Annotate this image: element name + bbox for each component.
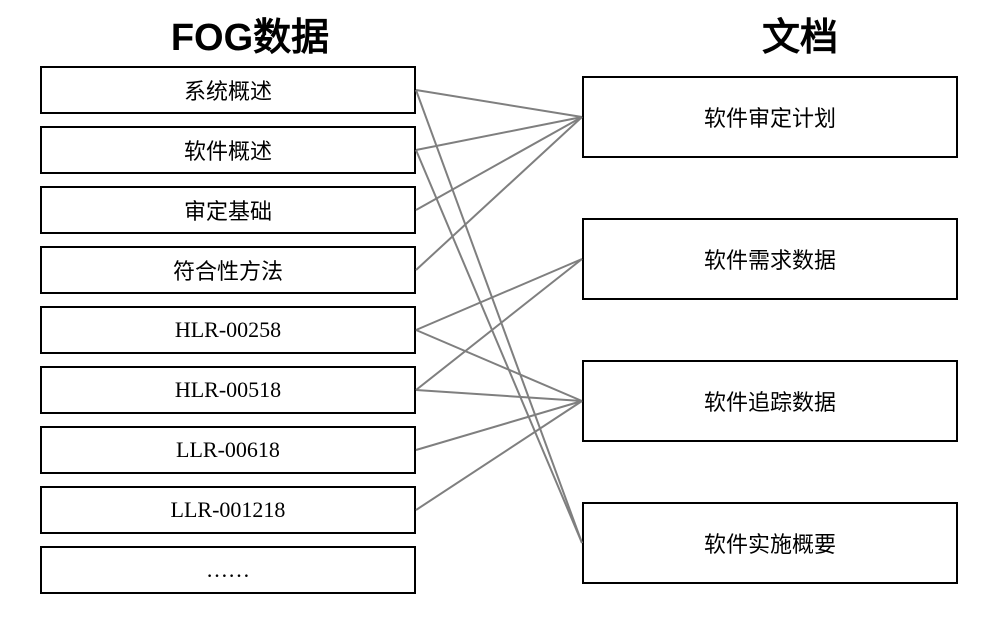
edge [416,90,582,543]
left-item-8-label: …… [206,557,250,583]
left-item-3: 符合性方法 [40,246,416,294]
right-item-3: 软件实施概要 [582,502,958,584]
left-item-6: LLR-00618 [40,426,416,474]
left-item-3-label: 符合性方法 [173,254,283,286]
right-item-2-label: 软件追踪数据 [704,385,836,417]
diagram-canvas: FOG数据 文档 系统概述 软件概述 审定基础 符合性方法 HLR-00258 … [0,0,1000,644]
edge [416,401,582,510]
left-item-7-label: LLR-001218 [171,497,286,523]
left-item-7: LLR-001218 [40,486,416,534]
left-item-2-label: 审定基础 [184,194,272,226]
left-item-4-label: HLR-00258 [175,317,281,343]
right-item-2: 软件追踪数据 [582,360,958,442]
edge [416,117,582,210]
right-item-3-label: 软件实施概要 [704,527,836,559]
right-item-1: 软件需求数据 [582,218,958,300]
edge [416,117,582,270]
left-item-0: 系统概述 [40,66,416,114]
edge [416,90,582,117]
edge [416,150,582,543]
left-item-4: HLR-00258 [40,306,416,354]
edge [416,401,582,450]
edge [416,117,582,150]
right-item-0-label: 软件审定计划 [704,101,836,133]
heading-left: FOG数据 [120,6,380,61]
edge [416,330,582,401]
left-item-6-label: LLR-00618 [176,437,280,463]
edge [416,259,582,390]
left-item-5: HLR-00518 [40,366,416,414]
left-item-8: …… [40,546,416,594]
left-item-1: 软件概述 [40,126,416,174]
left-item-5-label: HLR-00518 [175,377,281,403]
left-item-2: 审定基础 [40,186,416,234]
edge [416,390,582,401]
right-item-0: 软件审定计划 [582,76,958,158]
right-item-1-label: 软件需求数据 [704,243,836,275]
left-item-1-label: 软件概述 [184,134,272,166]
left-item-0-label: 系统概述 [184,74,272,106]
heading-right: 文档 [690,6,910,61]
edge [416,259,582,330]
